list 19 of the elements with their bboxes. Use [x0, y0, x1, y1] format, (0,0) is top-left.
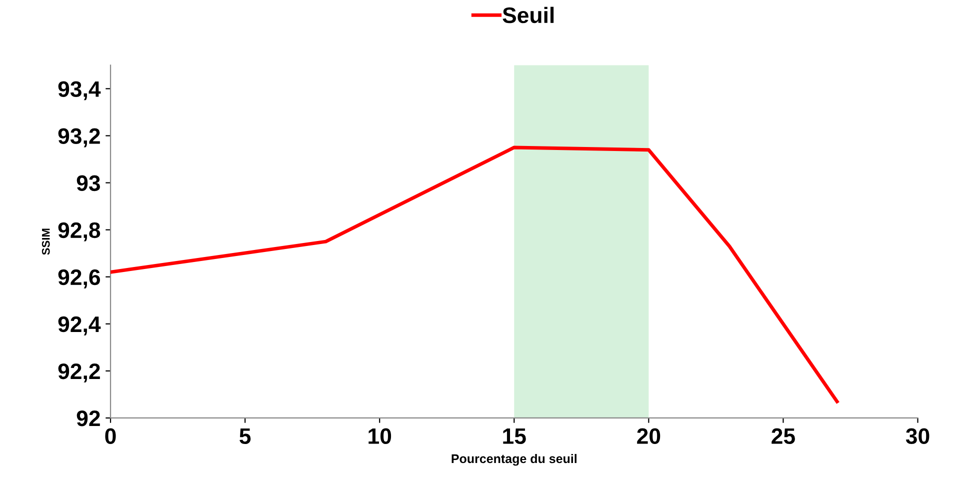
y-tick-label: 92,4 — [58, 316, 101, 336]
x-tick-label: 10 — [368, 428, 392, 444]
y-tick-label: 92,8 — [58, 222, 100, 242]
y-tick-label: 92,2 — [58, 363, 100, 382]
x-tick-label: 5 — [240, 428, 251, 444]
line-series — [110, 146, 839, 404]
y-tick-label: 93,4 — [58, 81, 101, 100]
x-tick-label: 25 — [772, 428, 795, 444]
y-tick-label: 93 — [76, 175, 100, 192]
y-tick-label: 92 — [76, 410, 100, 426]
y-tick-label: 93,2 — [58, 128, 100, 148]
x-tick-label: 30 — [906, 428, 930, 444]
x-tick-label: 20 — [637, 428, 660, 444]
x-tick-label: 0 — [105, 428, 116, 444]
y-tick-label: 92,6 — [58, 269, 100, 288]
legend-label: Seuil — [502, 6, 554, 24]
x-tick-label: 15 — [503, 428, 526, 444]
x-axis-title: Pourcentage du seuil — [452, 454, 576, 466]
y-axis-title: SSIM — [42, 228, 50, 255]
